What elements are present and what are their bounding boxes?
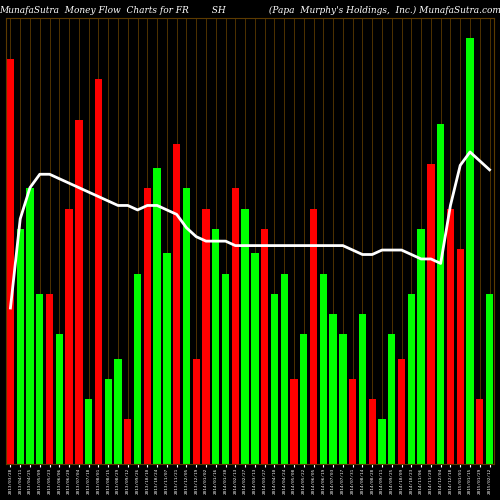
Bar xyxy=(349,379,356,464)
Bar xyxy=(212,229,220,464)
Bar xyxy=(232,188,239,464)
Bar xyxy=(7,59,14,464)
Bar xyxy=(476,399,484,464)
Bar xyxy=(418,229,425,464)
Bar xyxy=(183,188,190,464)
Title: MunafaSutra  Money Flow  Charts for FR        SH               (Papa  Murphy's H: MunafaSutra Money Flow Charts for FR SH … xyxy=(0,6,500,15)
Bar xyxy=(398,358,405,464)
Bar xyxy=(251,254,258,464)
Bar xyxy=(16,229,24,464)
Bar xyxy=(134,274,141,464)
Bar xyxy=(300,334,308,464)
Bar xyxy=(95,79,102,464)
Bar xyxy=(114,358,121,464)
Bar xyxy=(408,294,415,464)
Bar xyxy=(26,188,34,464)
Bar xyxy=(222,274,229,464)
Bar xyxy=(290,379,298,464)
Bar xyxy=(242,208,249,464)
Bar xyxy=(144,188,151,464)
Bar xyxy=(320,274,327,464)
Bar xyxy=(310,208,317,464)
Bar xyxy=(271,294,278,464)
Bar xyxy=(447,208,454,464)
Bar xyxy=(359,314,366,464)
Bar xyxy=(388,334,396,464)
Bar xyxy=(202,208,209,464)
Bar xyxy=(104,379,112,464)
Bar xyxy=(378,420,386,464)
Bar xyxy=(163,254,170,464)
Bar xyxy=(427,164,434,464)
Bar xyxy=(339,334,346,464)
Bar xyxy=(66,208,73,464)
Bar xyxy=(330,314,337,464)
Bar xyxy=(56,334,63,464)
Bar xyxy=(124,420,132,464)
Bar xyxy=(75,120,82,464)
Bar xyxy=(280,274,288,464)
Bar xyxy=(368,399,376,464)
Bar xyxy=(466,38,473,464)
Bar xyxy=(456,249,464,464)
Bar xyxy=(154,168,161,464)
Bar xyxy=(85,399,92,464)
Bar xyxy=(173,144,180,464)
Bar xyxy=(46,294,53,464)
Bar xyxy=(486,294,493,464)
Bar xyxy=(192,358,200,464)
Bar xyxy=(261,229,268,464)
Bar xyxy=(437,124,444,464)
Bar xyxy=(36,294,44,464)
